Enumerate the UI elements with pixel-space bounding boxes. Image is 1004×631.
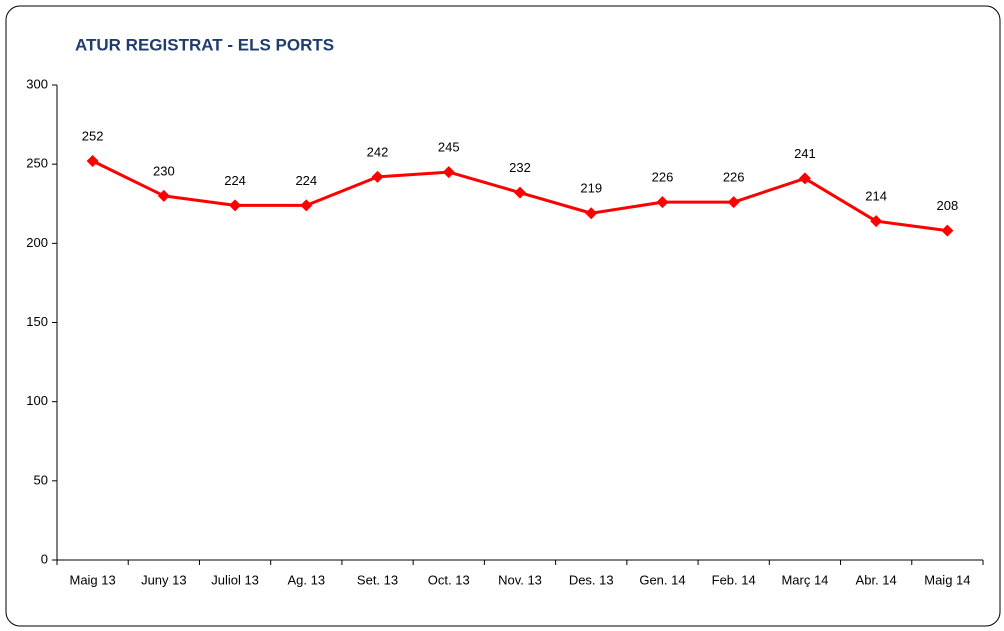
marker	[371, 170, 384, 183]
x-tick-label: Abr. 14	[856, 572, 897, 587]
y-tick-label: 200	[26, 235, 48, 250]
marker	[870, 215, 883, 228]
marker	[300, 199, 313, 212]
x-tick-label: Gen. 14	[639, 572, 685, 587]
marker	[798, 172, 811, 185]
x-tick-label: Maig 14	[924, 572, 970, 587]
y-tick-label: 150	[26, 314, 48, 329]
y-tick-label: 100	[26, 393, 48, 408]
data-label: 230	[153, 163, 175, 178]
x-tick-label: Juliol 13	[211, 572, 259, 587]
data-label: 245	[438, 140, 460, 155]
x-tick-label: Juny 13	[141, 572, 187, 587]
data-label: 214	[865, 189, 887, 204]
x-tick-label: Oct. 13	[428, 572, 470, 587]
y-tick-label: 50	[34, 472, 48, 487]
x-tick-label: Març 14	[781, 572, 828, 587]
x-tick-label: Des. 13	[569, 572, 614, 587]
marker	[157, 189, 170, 202]
chart-border	[5, 5, 1001, 627]
x-tick-label: Maig 13	[69, 572, 115, 587]
y-tick-label: 0	[41, 551, 48, 566]
y-tick-label: 300	[26, 76, 48, 91]
marker	[442, 166, 455, 179]
x-tick-label: Set. 13	[357, 572, 398, 587]
marker	[941, 224, 954, 237]
data-label: 208	[937, 198, 959, 213]
y-tick-label: 250	[26, 156, 48, 171]
data-label: 226	[723, 170, 745, 185]
data-label: 219	[580, 181, 602, 196]
x-tick-label: Ag. 13	[288, 572, 326, 587]
x-tick-label: Feb. 14	[712, 572, 756, 587]
data-label: 224	[224, 173, 246, 188]
marker	[229, 199, 242, 212]
data-label: 252	[82, 128, 104, 143]
x-tick-label: Nov. 13	[498, 572, 542, 587]
data-label: 224	[295, 173, 317, 188]
data-label: 241	[794, 146, 816, 161]
marker	[727, 196, 740, 209]
data-label: 226	[652, 170, 674, 185]
chart-title: ATUR REGISTRAT - ELS PORTS	[75, 35, 334, 54]
data-label: 232	[509, 160, 531, 175]
marker	[86, 155, 99, 167]
marker	[514, 186, 526, 199]
data-label: 242	[367, 144, 389, 159]
marker	[585, 207, 598, 220]
marker	[656, 196, 669, 209]
